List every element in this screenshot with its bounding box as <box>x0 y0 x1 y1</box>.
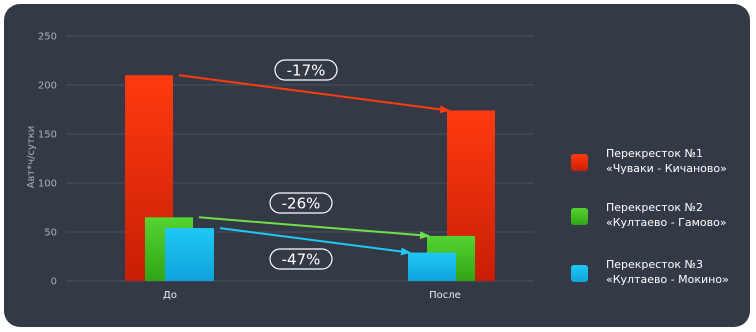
y-tick-label: 200 <box>38 81 57 92</box>
legend-swatch <box>571 265 588 282</box>
y-tick-label: 150 <box>38 130 57 141</box>
chart-panel: -17% -26% -47% 0 50 100 150 200 250 Авт*ч/сутки Д… <box>4 4 750 327</box>
y-axis-label: Авт*ч/сутки <box>26 126 37 189</box>
bar-chart: -17% -26% -47% 0 50 100 150 200 250 Авт*ч/сутки Д… <box>26 32 729 302</box>
bar <box>165 228 214 281</box>
percent-change-label: -17% <box>287 62 326 80</box>
y-tick-label: 0 <box>51 277 57 288</box>
percent-change-pill <box>274 59 338 81</box>
y-tick-label: 50 <box>44 228 57 239</box>
legend-swatch <box>571 208 588 225</box>
legend-label: «Култаево - Гамово» <box>606 216 727 229</box>
legend-label: Перекресток №3 <box>606 258 703 271</box>
y-tick-label: 100 <box>38 179 57 190</box>
legend-label: Перекресток №2 <box>606 201 703 214</box>
legend-label: «Чуваки - Кичаново» <box>606 162 727 175</box>
x-tick-label: До <box>163 290 177 301</box>
percent-change-pill <box>269 248 333 270</box>
bar <box>408 252 456 281</box>
legend-label: «Култаево - Мокино» <box>606 273 729 286</box>
percent-change-label: -26% <box>282 195 321 213</box>
percent-change-label: -47% <box>282 251 321 269</box>
y-tick-label: 250 <box>38 32 57 43</box>
change-arrow <box>198 216 430 240</box>
x-tick-label: После <box>429 290 461 301</box>
percent-change-pill <box>269 192 333 214</box>
change-arrow <box>219 227 411 256</box>
legend-swatch <box>571 154 588 171</box>
legend-label: Перекресток №1 <box>606 147 703 160</box>
change-arrow <box>178 74 450 114</box>
